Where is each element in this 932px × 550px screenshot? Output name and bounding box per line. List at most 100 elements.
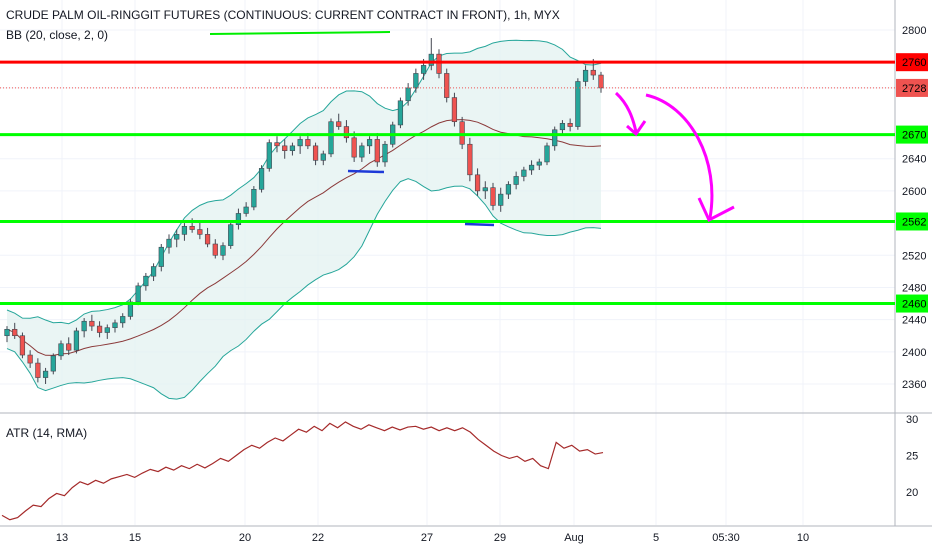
candle-body <box>528 164 535 171</box>
bollinger-upper-line <box>6 39 602 325</box>
candle-body <box>282 145 288 151</box>
candle-body <box>42 370 49 378</box>
candle-body <box>274 142 280 147</box>
candle-body <box>536 161 542 166</box>
atr-label: ATR (14, RMA) <box>6 426 88 440</box>
candle-body <box>305 139 311 147</box>
candle-body <box>35 362 41 378</box>
price-tag-label-2562: 2562 <box>902 216 926 228</box>
candle-body <box>297 139 303 147</box>
candle-body <box>104 327 110 333</box>
candle-body <box>351 137 357 158</box>
candle-body <box>336 121 342 127</box>
chart-title: CRUDE PALM OIL-RINGGIT FUTURES (CONTINUO… <box>6 8 560 22</box>
candle-body <box>150 266 157 277</box>
candle-body <box>112 322 118 328</box>
candle-body <box>544 145 550 163</box>
candle-body <box>397 100 404 126</box>
candle-body <box>166 238 172 248</box>
atr-tick-label: 25 <box>906 451 918 463</box>
candle-body <box>320 153 326 161</box>
candle-body <box>58 343 64 357</box>
candle-body <box>19 335 26 356</box>
candle-body <box>459 121 465 145</box>
candle-body <box>343 126 350 139</box>
candle-body <box>197 229 203 235</box>
bollinger-lower-line <box>6 178 602 400</box>
candle-body <box>289 145 296 151</box>
candle-body <box>505 184 512 195</box>
annotation-blue-low-1 <box>347 169 385 174</box>
bollinger-band-fill <box>7 40 601 400</box>
date-tick-label: 10 <box>797 532 809 544</box>
candle-body <box>66 343 72 351</box>
price-tag-label-2760: 2760 <box>902 57 926 69</box>
candle-body <box>413 73 419 89</box>
candle-body <box>575 81 581 127</box>
candle-body <box>374 139 380 163</box>
candle-body <box>120 316 126 324</box>
annotation-magenta-arrowhead-1 <box>626 120 647 137</box>
candle-body <box>89 320 95 327</box>
price-tag-2562 <box>896 212 928 231</box>
candle-body <box>498 193 504 206</box>
price-tick-label: 2600 <box>902 186 926 198</box>
candle-body <box>567 123 573 127</box>
candle-body <box>4 328 10 337</box>
candle-body <box>420 65 427 74</box>
candle-body <box>204 234 211 245</box>
candle-body <box>366 139 373 147</box>
candle-body <box>559 123 566 131</box>
price-tick-label: 2400 <box>902 347 926 359</box>
candle-body <box>490 187 496 206</box>
candle-body <box>251 189 257 208</box>
price-tag-2460 <box>896 294 928 313</box>
date-tick-label: 22 <box>312 532 324 544</box>
date-tick-label: Aug <box>564 532 584 544</box>
candle-body <box>12 328 18 337</box>
candle-body <box>328 121 334 155</box>
candle-body <box>521 169 527 177</box>
price-tag-label-2460: 2460 <box>902 299 926 311</box>
candle-body <box>474 174 481 192</box>
atr-tick-label: 30 <box>906 414 918 426</box>
date-tick-label: 20 <box>239 532 251 544</box>
date-tick-label: 05:30 <box>712 532 740 544</box>
annotation-blue-low-2 <box>464 222 495 227</box>
candle-body <box>135 285 141 303</box>
bollinger-basis-line <box>6 119 602 356</box>
candle-body <box>467 143 473 176</box>
candle-body <box>405 87 411 102</box>
candle-body <box>359 145 365 158</box>
candle-body <box>143 275 149 287</box>
candle-body <box>158 246 164 267</box>
candle-body <box>444 73 450 98</box>
candle-body <box>181 226 188 235</box>
price-tag-2670 <box>896 125 928 144</box>
annotation-magenta-arrow-1 <box>614 91 638 133</box>
candle-body <box>50 355 56 372</box>
date-tick-label: 5 <box>653 532 659 544</box>
price-tick-label: 2360 <box>902 379 926 391</box>
date-tick-label: 13 <box>56 532 68 544</box>
candle-body <box>127 301 134 317</box>
candle-body <box>582 69 589 82</box>
candle-body <box>27 354 33 364</box>
atr-tick-label: 20 <box>906 487 918 499</box>
date-tick-label: 27 <box>421 532 433 544</box>
candle-body <box>212 243 218 256</box>
candle-body <box>451 97 458 123</box>
annotation-magenta-arrowhead-2 <box>697 197 735 223</box>
candle-body <box>258 168 265 190</box>
date-tick-label: 15 <box>129 532 141 544</box>
candle-body <box>243 206 249 214</box>
candle-body <box>174 234 180 240</box>
price-tick-label: 2800 <box>902 25 926 37</box>
candle-body <box>428 53 434 66</box>
annotation-magenta-arrow-2 <box>645 93 714 219</box>
candle-body <box>189 226 195 230</box>
annotation-green-underline <box>209 31 391 35</box>
atr-line <box>1 421 604 521</box>
